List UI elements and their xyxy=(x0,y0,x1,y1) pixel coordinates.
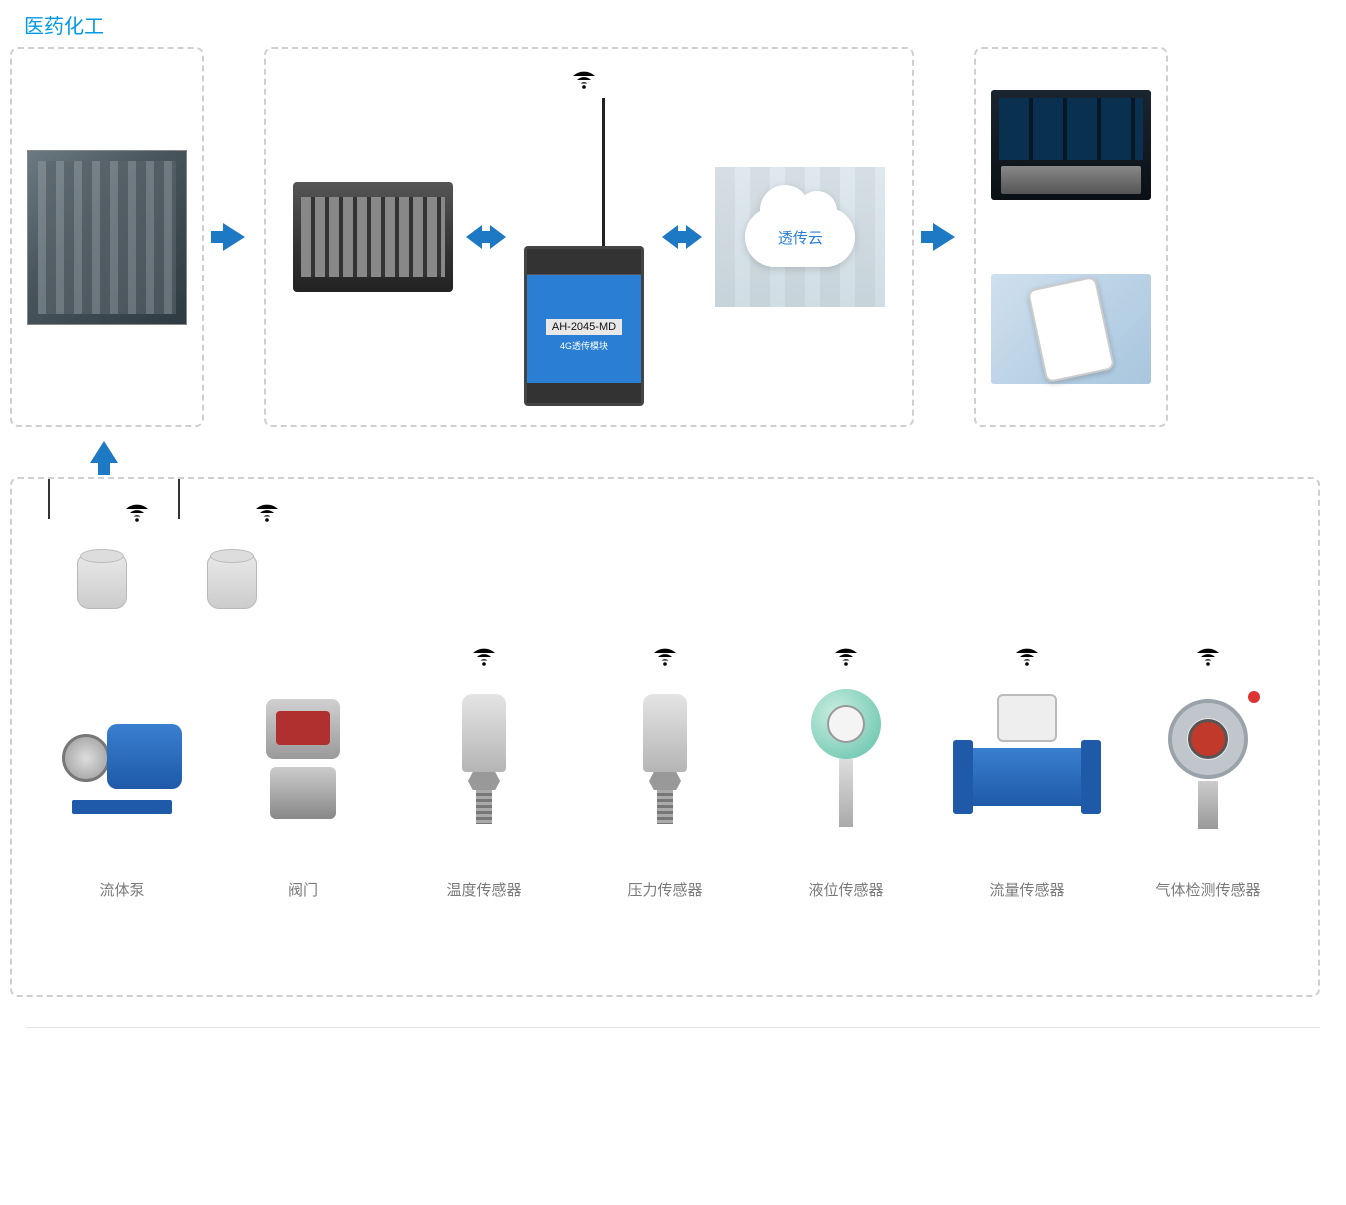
wireless-node xyxy=(192,509,272,609)
gateway-chain-box: AH-2045-MD 4G透传模块 透传云 xyxy=(264,47,914,427)
sensor-flow: 流量传感器 xyxy=(947,669,1107,900)
wifi-icon xyxy=(124,501,150,523)
sensor-row: 流体泵 阀门 温度传感器 压力传感器 液位传感器 流量传感器 气体检测传感器 xyxy=(42,669,1288,900)
sensor-label: 气体检测传感器 xyxy=(1155,879,1260,900)
sensor-label: 阀门 xyxy=(288,879,318,900)
antenna-icon xyxy=(602,98,605,248)
sensor-valve: 阀门 xyxy=(223,669,383,900)
sensor-label: 压力传感器 xyxy=(627,879,702,900)
valve-icon xyxy=(248,699,358,819)
wireless-node-row xyxy=(62,509,1288,609)
pump-icon xyxy=(62,704,182,814)
cloud-label: 透传云 xyxy=(745,207,855,267)
wifi-icon xyxy=(471,645,497,667)
pressure-sensor-icon xyxy=(635,694,695,824)
temperature-sensor-icon xyxy=(454,694,514,824)
wifi-icon xyxy=(652,645,678,667)
sensor-label: 温度传感器 xyxy=(446,879,521,900)
wifi-icon xyxy=(833,645,859,667)
wifi-icon xyxy=(1195,645,1221,667)
sensor-gas: 气体检测传感器 xyxy=(1128,669,1288,900)
mobile-app-image xyxy=(991,274,1151,384)
plc-controller-image xyxy=(293,182,453,292)
top-flow-row: AH-2045-MD 4G透传模块 透传云 xyxy=(10,47,1336,427)
monitoring-clients-box xyxy=(974,47,1168,427)
sensor-label: 液位传感器 xyxy=(808,879,883,900)
router-subtitle: 4G透传模块 xyxy=(560,339,608,352)
sensor-pump: 流体泵 xyxy=(42,669,202,900)
sensor-label: 流体泵 xyxy=(99,879,144,900)
factory-equipment-image xyxy=(27,150,187,325)
flow-sensor-icon xyxy=(957,694,1097,824)
arrow-up xyxy=(90,441,1336,463)
arrow-bidir-2 xyxy=(662,225,702,249)
page-title: 医药化工 xyxy=(24,10,1336,39)
wireless-router: AH-2045-MD 4G透传模块 xyxy=(519,68,649,406)
sensor-panel-box: 流体泵 阀门 温度传感器 压力传感器 液位传感器 流量传感器 气体检测传感器 xyxy=(10,477,1320,997)
arrow-right-1 xyxy=(204,223,264,251)
control-room-image xyxy=(991,90,1151,200)
arrow-right-2 xyxy=(914,223,974,251)
field-site-box xyxy=(10,47,204,427)
arrow-bidir-1 xyxy=(466,225,506,249)
divider xyxy=(26,1027,1320,1028)
wifi-icon xyxy=(254,501,280,523)
sensor-label: 流量传感器 xyxy=(989,879,1064,900)
gas-sensor-icon xyxy=(1158,689,1258,829)
wifi-icon xyxy=(1014,645,1040,667)
wireless-node xyxy=(62,509,142,609)
level-sensor-icon xyxy=(801,689,891,829)
sensor-temperature: 温度传感器 xyxy=(404,669,564,900)
cloud-server-image: 透传云 xyxy=(715,167,885,307)
sensor-level: 液位传感器 xyxy=(766,669,926,900)
router-model-label: AH-2045-MD xyxy=(546,319,622,335)
wifi-icon xyxy=(571,68,597,90)
sensor-pressure: 压力传感器 xyxy=(585,669,745,900)
